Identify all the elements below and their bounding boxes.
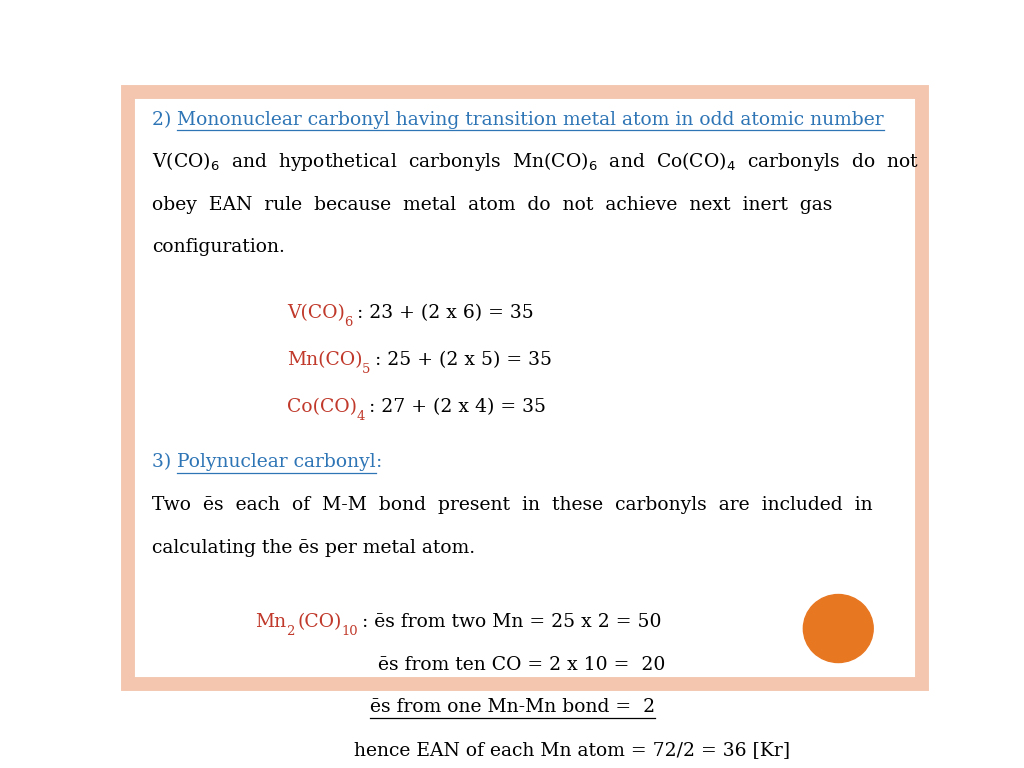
Text: Two  ēs  each  of  M-M  bond  present  in  these  carbonyls  are  included  in: Two ēs each of M-M bond present in these…: [152, 496, 872, 514]
Text: : ēs from two Mn = 25 x 2 = 50: : ēs from two Mn = 25 x 2 = 50: [362, 613, 662, 631]
FancyBboxPatch shape: [128, 92, 922, 684]
Text: Mn: Mn: [255, 613, 286, 631]
Ellipse shape: [804, 594, 873, 663]
Text: 10: 10: [342, 625, 358, 637]
Text: V(CO)$_6$  and  hypothetical  carbonyls  Mn(CO)$_6$  and  Co(CO)$_4$  carbonyls : V(CO)$_6$ and hypothetical carbonyls Mn(…: [152, 151, 919, 174]
Text: 3): 3): [152, 453, 177, 472]
Text: ēs from one Mn-Mn bond =  2: ēs from one Mn-Mn bond = 2: [370, 698, 655, 717]
Text: (CO): (CO): [297, 613, 342, 631]
Text: V(CO): V(CO): [287, 304, 345, 323]
Text: hence EAN of each Mn atom = 72/2 = 36 [Kr]: hence EAN of each Mn atom = 72/2 = 36 [K…: [354, 741, 791, 759]
Text: 2: 2: [286, 625, 295, 637]
Text: calculating the ēs per metal atom.: calculating the ēs per metal atom.: [152, 538, 475, 557]
Text: configuration.: configuration.: [152, 238, 285, 257]
Text: 2): 2): [152, 111, 177, 129]
Text: : 25 + (2 x 5) = 35: : 25 + (2 x 5) = 35: [375, 351, 552, 369]
Text: : 23 + (2 x 6) = 35: : 23 + (2 x 6) = 35: [357, 304, 535, 323]
Text: ēs from ten CO = 2 x 10 =  20: ēs from ten CO = 2 x 10 = 20: [378, 656, 666, 674]
Text: 4: 4: [356, 410, 366, 422]
Text: Co(CO): Co(CO): [287, 398, 356, 416]
Text: Mn(CO): Mn(CO): [287, 351, 362, 369]
Text: 6: 6: [345, 316, 353, 329]
Text: 5: 5: [362, 363, 371, 376]
Text: :: :: [376, 453, 382, 472]
Text: Mononuclear carbonyl having transition metal atom in odd atomic number: Mononuclear carbonyl having transition m…: [177, 111, 884, 129]
Text: : 27 + (2 x 4) = 35: : 27 + (2 x 4) = 35: [370, 398, 547, 416]
Text: obey  EAN  rule  because  metal  atom  do  not  achieve  next  inert  gas: obey EAN rule because metal atom do not …: [152, 196, 833, 214]
Text: Polynuclear carbonyl: Polynuclear carbonyl: [177, 453, 376, 472]
